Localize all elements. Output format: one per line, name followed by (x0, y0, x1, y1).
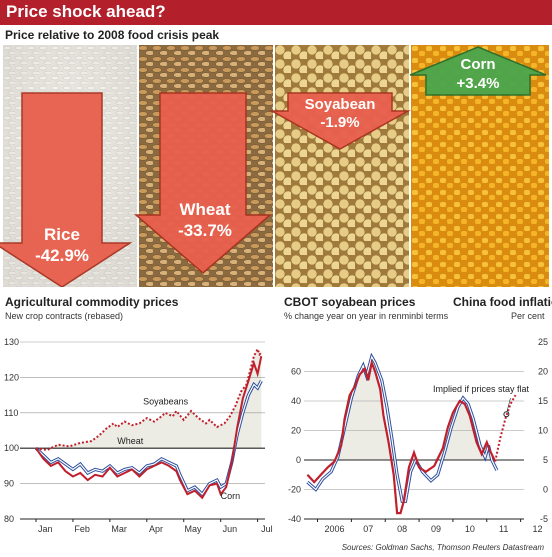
x-tick-label: Feb (74, 524, 90, 534)
ag-chart-subtitle: New crop contracts (rebased) (5, 311, 124, 321)
y-tick-label: 130 (4, 337, 19, 347)
left-tick-label: -20 (288, 485, 301, 495)
corn-line (35, 355, 263, 500)
wheat-arrow: Wheat -33.7% (133, 92, 273, 274)
x-tick-label: 09 (431, 524, 441, 534)
wheat-series-label: Wheat (117, 436, 144, 446)
ag-chart-title: Agricultural commodity prices (5, 295, 179, 309)
right-tick-label: 5 (543, 455, 548, 465)
y-tick-label: 90 (4, 479, 14, 489)
rice-label: Rice (44, 225, 80, 244)
y-tick-label: 100 (4, 443, 19, 453)
title-bar: Price shock ahead? (0, 0, 552, 25)
soyabean-arrow: Soyabean -1.9% (269, 92, 411, 150)
x-tick-label: Jun (223, 524, 238, 534)
annotation-marker (503, 411, 510, 418)
left-tick-label: 20 (291, 426, 301, 436)
wheat-label: Wheat (180, 200, 231, 219)
right-tick-label: 20 (538, 367, 548, 377)
annotation-leader (506, 397, 511, 412)
soyabean-panel (275, 45, 409, 287)
x-tick-label: Mar (111, 524, 127, 534)
corn-series-label: Corn (221, 491, 241, 501)
soyabean-texture (275, 45, 409, 287)
x-tick-label: 12 (533, 524, 543, 534)
soyabean-line (306, 358, 497, 515)
wheat-change: -33.7% (178, 221, 232, 240)
x-tick-label: 08 (397, 524, 407, 534)
soyabean-inflation-chart: -40 -20 0 20 40 60 -5 0 5 10 15 20 25 2006 07 08 09 10 11 1… (288, 337, 548, 534)
soy-chart-subtitle: % change year on year in renminbi terms (284, 311, 449, 321)
x-tick-label: May (184, 524, 202, 534)
right-tick-label: 10 (538, 426, 548, 436)
soyabean-change: -1.9% (320, 114, 359, 131)
china-chart-title: China food inflation (453, 295, 552, 309)
x-tick-label: 11 (499, 524, 508, 534)
left-tick-label: 40 (291, 396, 301, 406)
right-tick-label: 25 (538, 337, 548, 347)
left-tick-label: 0 (296, 455, 301, 465)
soyabean-label: Soyabean (305, 96, 376, 113)
x-tick-label: 10 (465, 524, 475, 534)
corn-change: +3.4% (457, 75, 500, 92)
source-note: Sources: Goldman Sachs, Thomson Reuters … (341, 543, 544, 552)
y-tick-label: 120 (4, 372, 19, 382)
rice-arrow: Rice -42.9% (0, 92, 133, 287)
rice-change: -42.9% (35, 246, 89, 265)
page-title: Price shock ahead? (6, 2, 166, 21)
left-tick-label: -40 (288, 514, 301, 524)
y-tick-label: 110 (4, 408, 18, 418)
corn-arrow: Corn +3.4% (409, 46, 547, 96)
soyabeans-area (36, 349, 262, 450)
x-tick-label: 07 (363, 524, 373, 534)
x-tick-label: 2006 (324, 524, 344, 534)
agricultural-prices-chart: 80 90 100 110 120 130 Jan Feb Mar Apr May Jun Jul Soy… (4, 337, 273, 534)
x-tick-label: Jul (261, 524, 273, 534)
soy-chart-title: CBOT soyabean prices (284, 295, 416, 309)
hero-subtitle: Price relative to 2008 food crisis peak (5, 28, 220, 42)
x-tick-label: Jan (38, 524, 53, 534)
soyabeans-series-label: Soyabeans (143, 397, 189, 407)
price-arrows: Rice -42.9% Wheat -33.7% Soyabean -1.9% … (0, 46, 547, 287)
right-tick-label: -5 (540, 514, 548, 524)
corn-label: Corn (461, 56, 496, 73)
x-tick-label: Apr (149, 524, 163, 534)
china-chart-subtitle: Per cent (511, 311, 545, 321)
right-tick-label: 0 (543, 485, 548, 495)
implied-annotation: Implied if prices stay flat (433, 384, 530, 394)
y-tick-label: 80 (4, 514, 14, 524)
left-tick-label: 60 (291, 367, 301, 377)
right-tick-label: 15 (538, 396, 548, 406)
implied-line (494, 394, 517, 462)
